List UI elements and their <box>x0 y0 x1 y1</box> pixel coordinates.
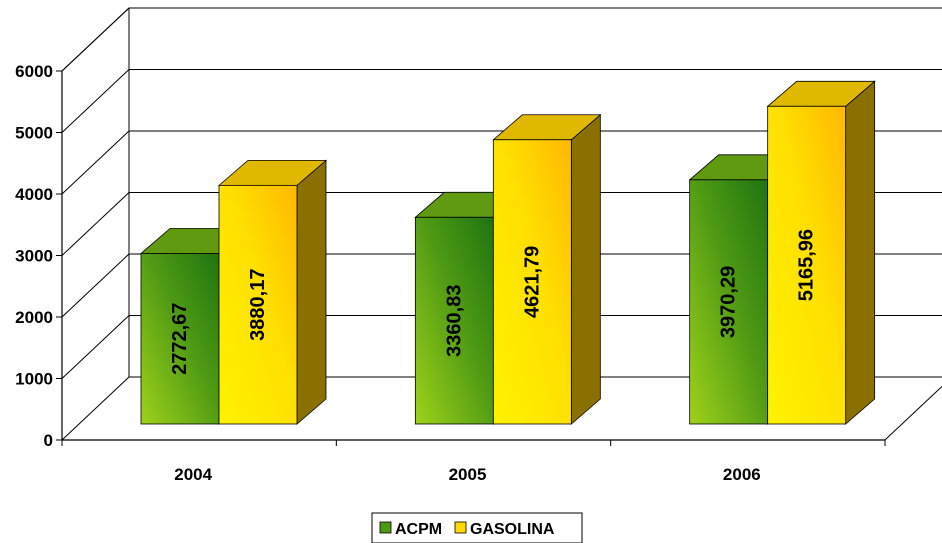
data-label: 3880,17 <box>247 269 269 341</box>
bar <box>492 139 572 425</box>
legend-swatch <box>379 521 392 534</box>
bar <box>218 184 298 425</box>
data-label: 3360,83 <box>443 285 465 357</box>
y-tick-label: 1000 <box>15 370 53 389</box>
gridline-side <box>61 69 130 133</box>
legend-label: ACPM <box>395 521 442 538</box>
y-tick-label: 0 <box>44 431 53 450</box>
data-label: 5165,96 <box>796 229 818 301</box>
data-label: 3970,29 <box>718 266 740 338</box>
data-label: 2772,67 <box>169 303 191 375</box>
gridline-side <box>61 253 130 318</box>
y-tick-label: 5000 <box>15 124 53 143</box>
gridline-side <box>61 7 130 72</box>
bars <box>139 80 876 425</box>
y-tick-label: 4000 <box>15 185 53 204</box>
gridline-side <box>61 192 130 256</box>
x-category-label: 2005 <box>449 465 487 484</box>
bar-side <box>845 80 876 425</box>
bar-side <box>296 159 327 425</box>
x-category-label: 2006 <box>723 465 761 484</box>
data-label: 4621,79 <box>521 246 543 318</box>
floor-right-edge <box>884 385 942 441</box>
bar <box>767 105 847 425</box>
gridline-side <box>61 130 130 195</box>
bar <box>689 179 769 425</box>
y-tick-label: 3000 <box>15 247 53 266</box>
y-tick-label: 6000 <box>15 62 53 81</box>
back-wall-top-edge <box>61 7 942 72</box>
legend-swatch <box>454 521 467 534</box>
gridline-side <box>61 315 130 379</box>
floor-back-edge <box>61 376 942 441</box>
axes <box>56 70 886 446</box>
legend-box <box>371 512 583 543</box>
legend-label: GASOLINA <box>470 521 555 538</box>
labels: 0 1000 2000 3000 4000 5000 6000 2004 2005 2006 277… <box>15 62 817 484</box>
y-tick-label: 2000 <box>15 308 53 327</box>
x-category-label: 2004 <box>174 465 212 484</box>
bar <box>414 216 494 425</box>
legend: ACPM GASOLINA <box>371 512 583 543</box>
bar-side <box>570 113 601 425</box>
